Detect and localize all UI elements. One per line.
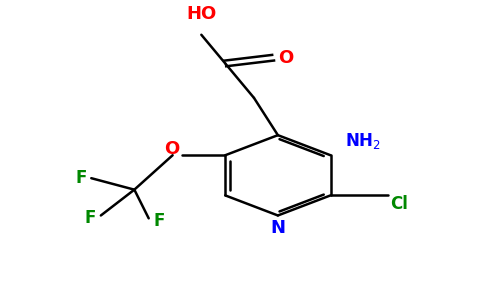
Text: NH$_2$: NH$_2$ — [345, 131, 380, 151]
Text: F: F — [85, 209, 96, 227]
Text: F: F — [153, 212, 165, 230]
Text: N: N — [271, 219, 286, 237]
Text: O: O — [165, 140, 180, 158]
Text: Cl: Cl — [390, 195, 408, 213]
Text: O: O — [278, 49, 293, 67]
Text: F: F — [75, 169, 87, 187]
Text: HO: HO — [186, 5, 216, 23]
